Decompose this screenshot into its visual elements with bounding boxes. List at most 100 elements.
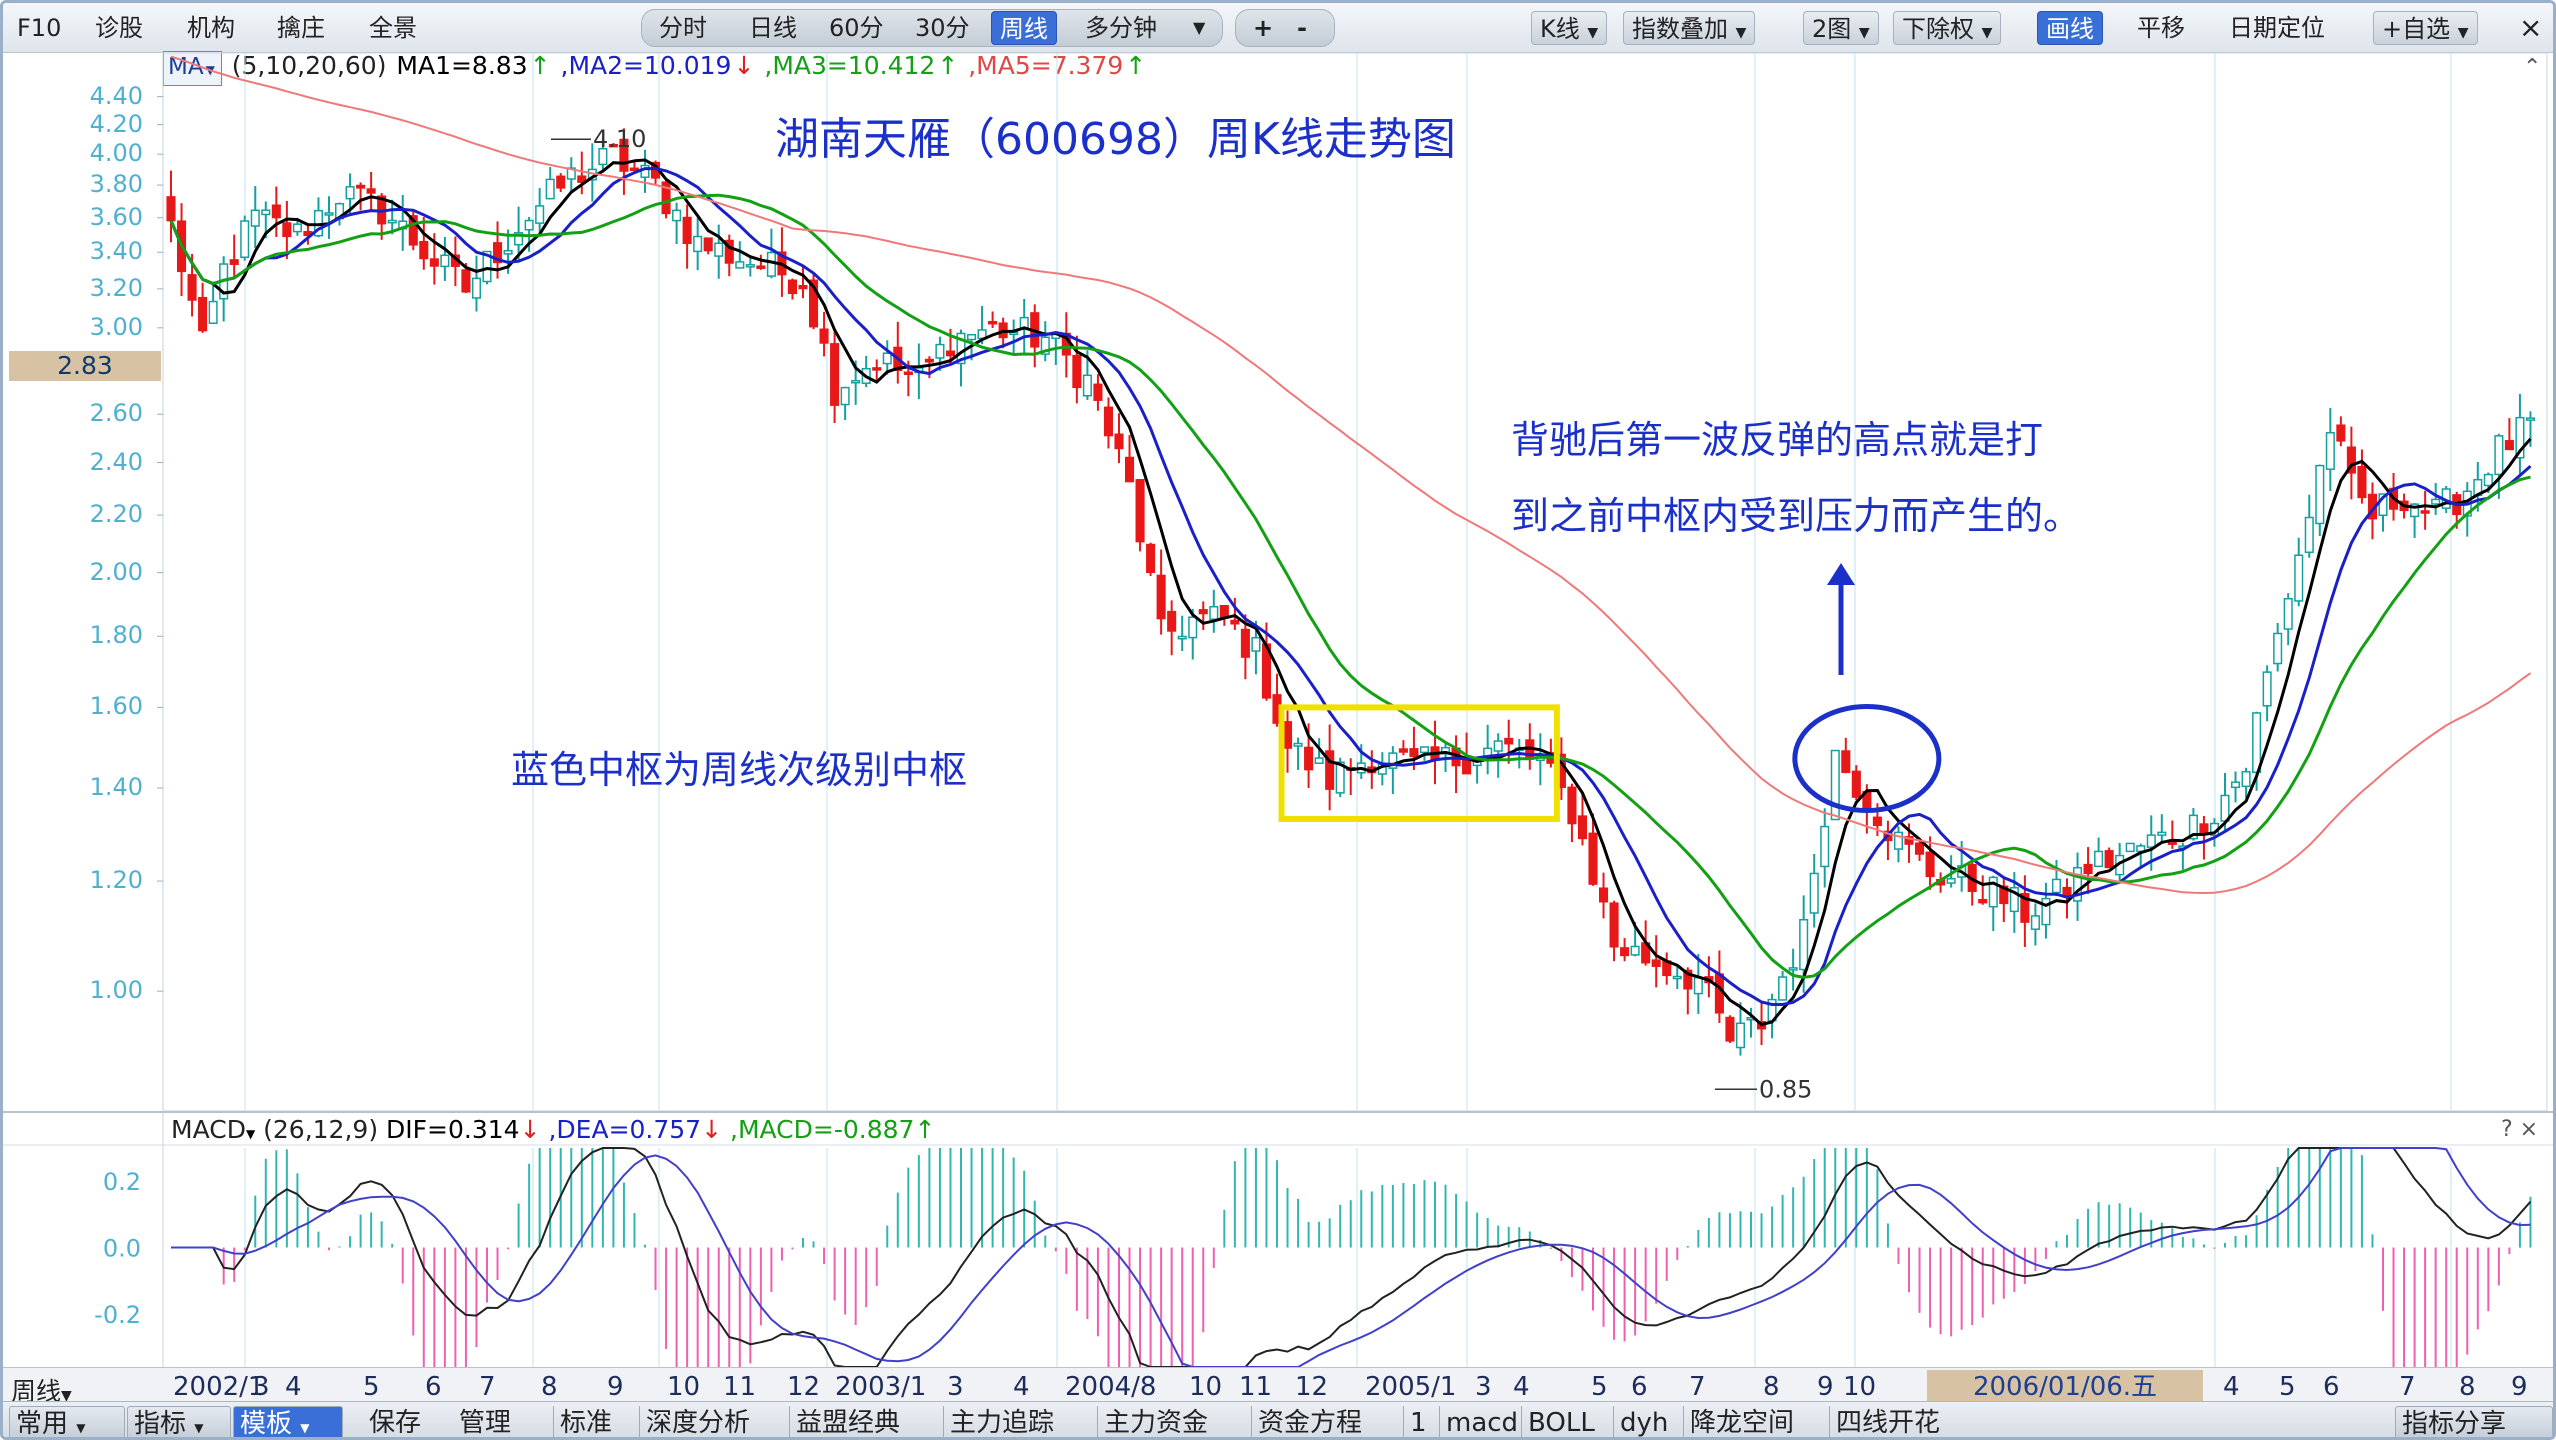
candle-body — [2051, 878, 2062, 894]
candle-body — [1820, 825, 1830, 868]
tab-standard[interactable]: 标准 — [553, 1406, 618, 1437]
candle-body — [2494, 435, 2504, 476]
candle-body — [166, 196, 176, 222]
tab-macd[interactable]: macd — [1439, 1406, 1524, 1437]
macd-value: ,MACD=-0.887 — [730, 1115, 915, 1144]
candle-body — [208, 300, 218, 324]
tab-template[interactable]: 模板 ▼ — [233, 1406, 343, 1437]
candle-body — [1114, 433, 1124, 450]
tab-dyh[interactable]: dyh — [1613, 1406, 1674, 1437]
price-tick-label: 3.40 — [89, 237, 143, 266]
draw-line-button[interactable]: 画线 — [2037, 11, 2103, 45]
tab-dragon-space[interactable]: 降龙空间 — [1683, 1406, 1800, 1437]
panorama-button[interactable]: 全景 — [369, 14, 417, 42]
tab-emoney-classic[interactable]: 益盟经典 — [789, 1406, 906, 1437]
tab-1[interactable]: 1 — [1403, 1406, 1433, 1437]
candle-body — [566, 167, 576, 180]
banker-button[interactable]: 擒庄 — [277, 14, 325, 42]
price-tick-label: 2.60 — [89, 399, 143, 428]
time-tick-label: 7 — [1689, 1372, 1706, 1402]
time-tick-label: 9 — [607, 1372, 624, 1402]
price-tick-label: 2.40 — [89, 447, 143, 476]
current-price-marker: 2.83 — [9, 351, 161, 381]
tab-four-line[interactable]: 四线开花 — [1829, 1406, 1946, 1437]
close-icon[interactable]: × — [2519, 11, 2543, 44]
f10-button[interactable]: F10 — [17, 14, 62, 42]
tab-boll[interactable]: BOLL — [1521, 1406, 1601, 1437]
candle-body — [608, 143, 618, 148]
tab-indicator[interactable]: 指标 ▼ — [127, 1406, 231, 1437]
dea-value: ,DEA=0.757 — [548, 1115, 702, 1144]
macd-name[interactable]: MACD — [171, 1115, 246, 1144]
candle-body — [2241, 770, 2251, 788]
candle-body — [345, 186, 355, 200]
candle-body — [1230, 619, 1240, 625]
candle-body — [1577, 815, 1588, 840]
candle-body — [2315, 464, 2325, 525]
candle-body — [240, 220, 250, 259]
tab-deep-analysis[interactable]: 深度分析 — [639, 1406, 756, 1437]
tab-save[interactable]: 保存 — [369, 1408, 422, 1438]
chart-canvas[interactable]: 4.10 0.85 0.2 0.0 -0.2 — [3, 3, 2556, 1440]
candle-body — [966, 333, 977, 341]
zoom-out-button[interactable]: - — [1297, 14, 1307, 42]
chevron-down-icon[interactable]: ▼ — [1193, 18, 1206, 37]
time-tick-label: 6 — [2323, 1372, 2340, 1402]
tab-manage[interactable]: 管理 — [459, 1408, 512, 1438]
candle-body — [1209, 605, 1219, 620]
ex-rights-dropdown[interactable]: 下除权 ▼ — [1893, 11, 2002, 45]
candle-body — [1799, 919, 1809, 971]
tab-30min[interactable]: 30分 — [915, 14, 970, 42]
tab-60min[interactable]: 60分 — [829, 14, 884, 42]
tab-daily[interactable]: 日线 — [749, 14, 797, 42]
candle-body — [1925, 851, 1935, 878]
candle-body — [745, 264, 755, 268]
candle-body — [1893, 831, 1904, 850]
time-tick-label: 12 — [1295, 1372, 1329, 1402]
candle-body — [1588, 832, 1598, 885]
collapse-icon[interactable]: ⌃ — [2523, 55, 2542, 80]
time-tick-label: 12 — [787, 1372, 821, 1402]
down-arrow-icon: ↓ — [701, 1115, 723, 1144]
candle-body — [250, 209, 260, 227]
rebound-note-line1: 背驰后第一波反弹的高点就是打 — [1511, 418, 2044, 462]
tab-common[interactable]: 常用 ▼ — [9, 1406, 125, 1437]
tab-intraday[interactable]: 分时 — [659, 14, 707, 42]
candle-body — [1830, 749, 1840, 821]
ma2-value: ,MA2=10.019 — [560, 51, 732, 80]
zoom-in-button[interactable]: + — [1253, 14, 1274, 42]
tab-main-force-track[interactable]: 主力追踪 — [943, 1406, 1060, 1437]
candle-body — [387, 219, 397, 224]
pan-button[interactable]: 平移 — [2137, 14, 2185, 42]
price-tick-label: 4.00 — [89, 139, 143, 168]
candle-body — [482, 250, 492, 283]
time-tick-label: 4 — [1513, 1372, 1530, 1402]
tab-multi-minute[interactable]: 多分钟 — [1085, 14, 1157, 42]
time-tick-label: 2004/8 — [1065, 1372, 1157, 1402]
down-arrow-icon: ↓ — [733, 51, 755, 80]
add-watchlist-dropdown[interactable]: +自选 ▼ — [2373, 11, 2478, 45]
candle-body — [1135, 479, 1145, 543]
time-tick-label: 7 — [479, 1372, 496, 1402]
date-locate-button[interactable]: 日期定位 — [2229, 14, 2325, 42]
diagnose-button[interactable]: 诊股 — [95, 14, 143, 42]
tab-main-force-capital[interactable]: 主力资金 — [1097, 1406, 1214, 1437]
tab-capital-equation[interactable]: 资金方程 — [1251, 1406, 1368, 1437]
candle-body — [703, 237, 713, 252]
kline-type-dropdown[interactable]: K线 ▼ — [1531, 11, 1608, 45]
up-arrow-icon: ↑ — [1125, 51, 1147, 80]
candle-body — [1093, 383, 1103, 401]
candle-body — [1567, 786, 1577, 825]
institution-button[interactable]: 机构 — [187, 14, 235, 42]
candle-body — [2504, 440, 2514, 451]
price-tick-label: 2.00 — [89, 557, 143, 586]
candle-body — [945, 350, 956, 357]
index-overlay-dropdown[interactable]: 指数叠加 ▼ — [1623, 11, 1756, 45]
ma5-value: ,MA5=7.379 — [968, 51, 1124, 80]
two-chart-dropdown[interactable]: 2图 ▼ — [1803, 11, 1879, 45]
help-close-icons[interactable]: ? × — [2501, 1117, 2539, 1142]
bottom-tab-bar: 常用 ▼ 指标 ▼ 模板 ▼ 保存 管理 标准 深度分析 益盟经典 主力追踪 主… — [3, 1401, 2553, 1438]
indicator-share-button[interactable]: 指标分享 — [2395, 1406, 2553, 1437]
tab-weekly[interactable]: 周线 — [991, 11, 1057, 45]
candle-body — [535, 205, 545, 224]
